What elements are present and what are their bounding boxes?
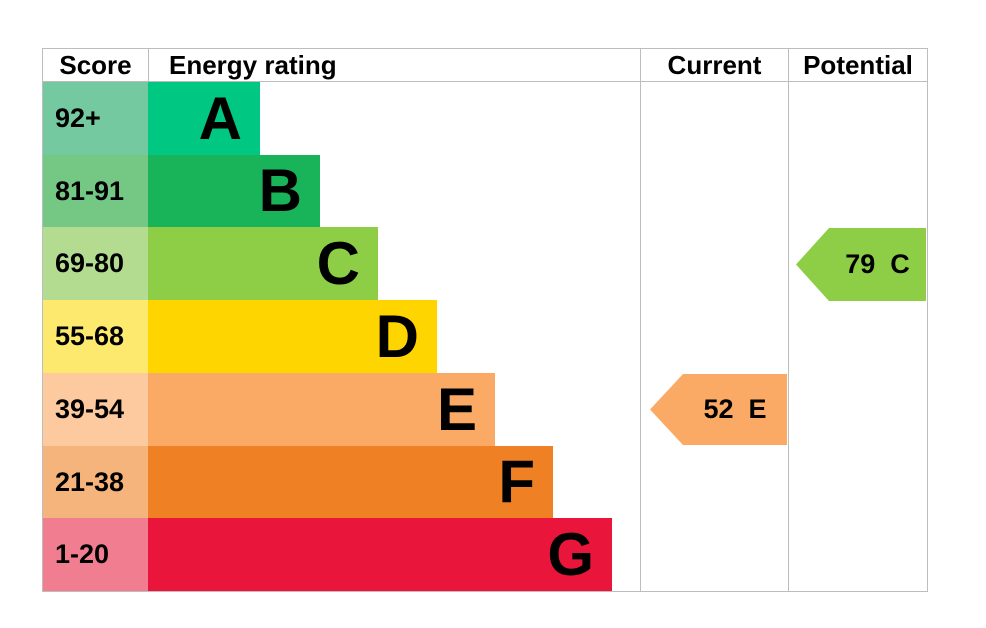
current-rating-arrow: 52 E [650, 374, 787, 445]
band-letter-e: E [436, 375, 477, 443]
score-column-header: Score [59, 50, 132, 80]
band-bar-f: F [148, 446, 553, 518]
band-letter-a: A [198, 84, 242, 152]
band-letter-c: C [316, 229, 360, 297]
score-energy-divider [148, 49, 149, 82]
band-row-d: 55-68 D [43, 300, 927, 373]
score-cell-b: 81-91 [43, 155, 148, 227]
potential-score-value: 79 [845, 249, 876, 279]
epc-rating-table: Score Energy rating Current Potential 92… [42, 48, 928, 592]
score-cell-e: 39-54 [43, 373, 148, 446]
band-row-b: 81-91 B [43, 155, 927, 227]
band-bar-g: G [148, 518, 612, 591]
potential-band-letter: C [890, 249, 910, 279]
band-row-f: 21-38 F [43, 446, 927, 518]
band-bar-d: D [148, 300, 437, 373]
band-row-a: 92+ A [43, 82, 927, 155]
band-bar-a: A [148, 82, 260, 155]
band-letter-g: G [547, 520, 594, 588]
band-bar-c: C [148, 227, 378, 300]
score-cell-g: 1-20 [43, 518, 148, 591]
band-letter-f: F [498, 448, 535, 515]
current-band-letter: E [748, 394, 767, 424]
score-cell-c: 69-80 [43, 227, 148, 300]
score-cell-a: 92+ [43, 82, 148, 155]
band-row-c: 69-80 C [43, 227, 927, 300]
table-header-row: Score Energy rating Current Potential [43, 49, 927, 82]
score-cell-d: 55-68 [43, 300, 148, 373]
score-cell-f: 21-38 [43, 446, 148, 518]
band-bar-e: E [148, 373, 495, 446]
current-score-value: 52 [703, 394, 734, 424]
band-letter-b: B [258, 157, 302, 224]
potential-column-header: Potential [803, 50, 913, 80]
band-row-g: 1-20 G [43, 518, 927, 591]
band-row-e: 39-54 E [43, 373, 927, 446]
current-column-header: Current [667, 50, 762, 80]
current-potential-divider [788, 49, 789, 591]
band-letter-d: D [375, 302, 419, 370]
energy-rating-column-header: Energy rating [169, 50, 337, 80]
energy-current-divider [640, 49, 641, 591]
band-bar-b: B [148, 155, 320, 227]
